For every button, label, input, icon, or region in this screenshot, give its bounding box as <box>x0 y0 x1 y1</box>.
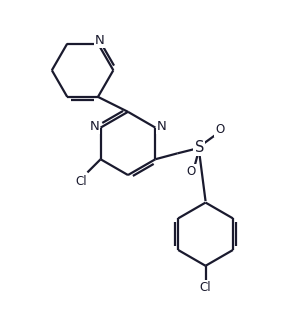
Text: Cl: Cl <box>200 281 211 294</box>
Text: N: N <box>95 33 104 47</box>
Text: O: O <box>187 165 196 178</box>
Text: S: S <box>195 140 204 155</box>
Text: N: N <box>89 120 99 133</box>
Text: N: N <box>157 120 167 133</box>
Text: O: O <box>215 123 224 137</box>
Text: Cl: Cl <box>76 175 87 188</box>
